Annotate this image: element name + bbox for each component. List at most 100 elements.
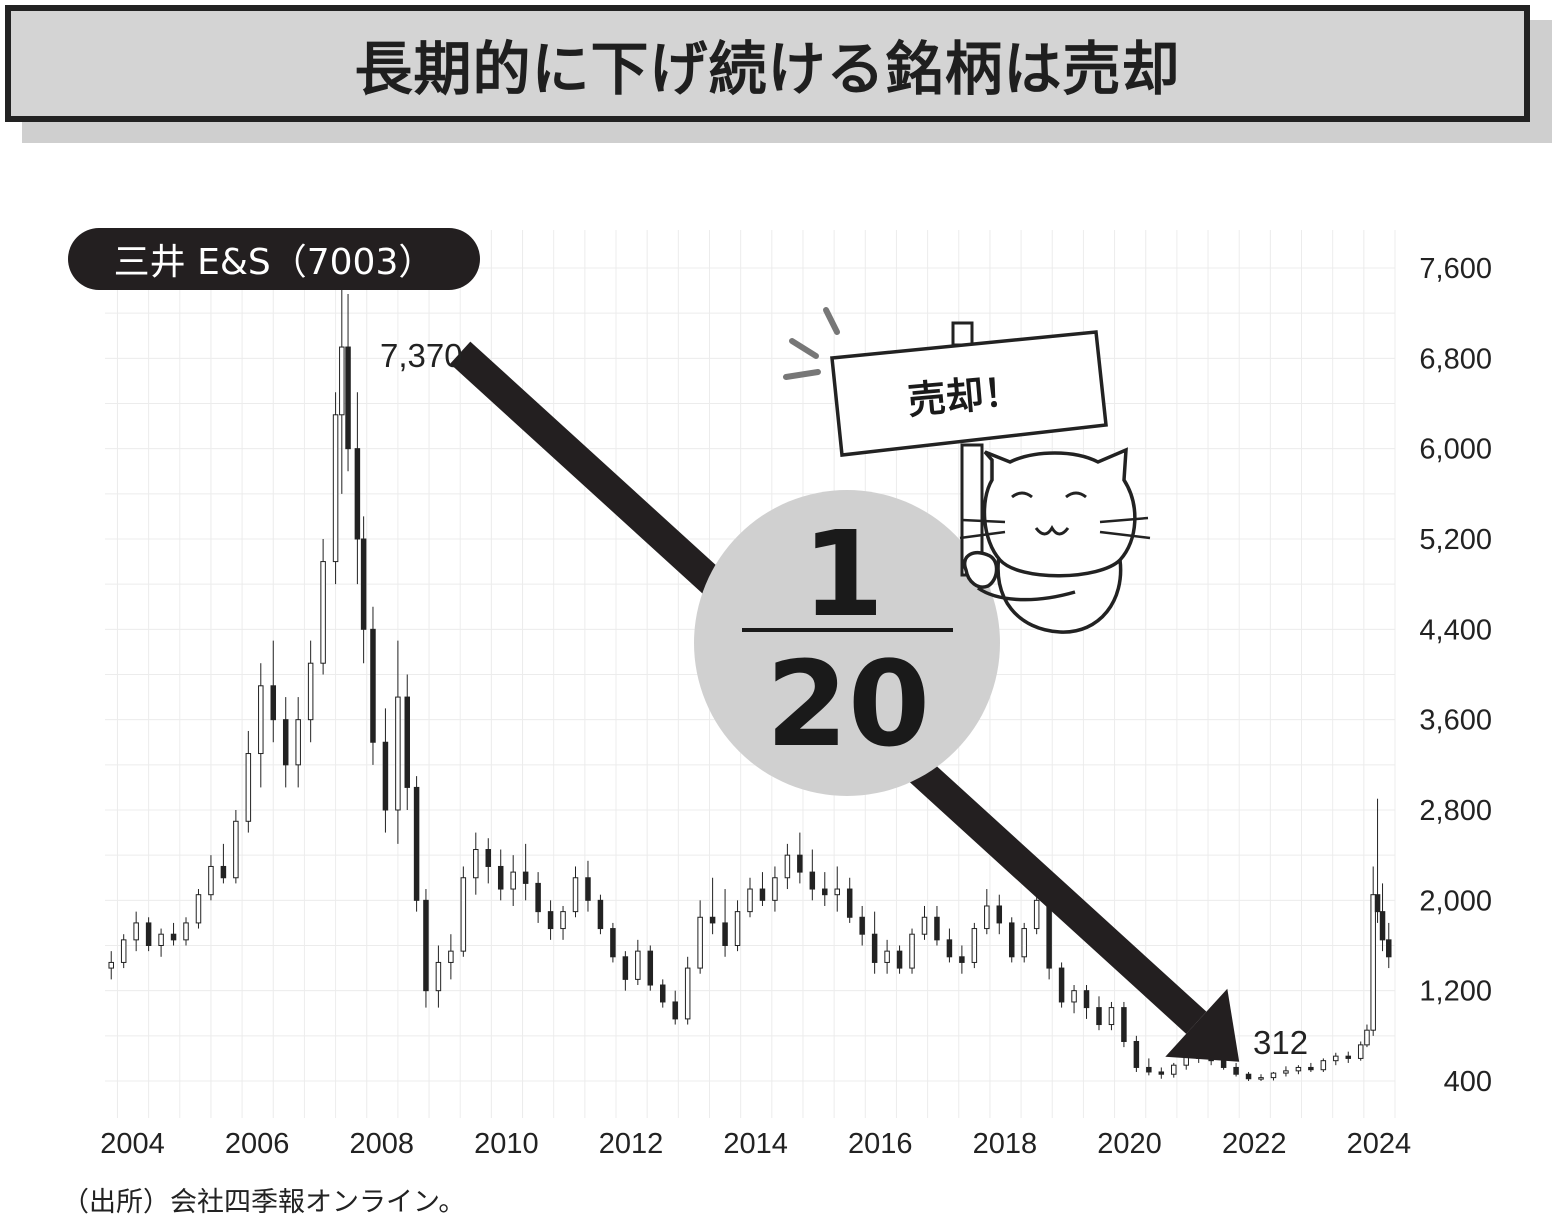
candle-body (220, 865, 227, 879)
candle-body (108, 961, 114, 969)
sign-accent-line (789, 338, 819, 359)
sign-post-top (951, 321, 974, 347)
candle-body (332, 414, 339, 563)
candle-body (921, 916, 928, 935)
sign-accent-line (823, 307, 840, 335)
candle-body (834, 888, 840, 896)
x-tick-label: 2024 (1347, 1128, 1412, 1160)
candle-body (320, 561, 326, 664)
candle-body (547, 911, 554, 930)
trend-arrow-head (1165, 988, 1240, 1062)
stock-label-pill: 三井 E&S（7003） (68, 228, 480, 290)
candle-body (382, 741, 389, 811)
candle-body (1083, 990, 1090, 1009)
candle-body (1071, 990, 1077, 1003)
candle-body (258, 685, 264, 755)
candle-body (145, 922, 152, 947)
candle-body (158, 933, 164, 946)
candle-body (535, 882, 541, 913)
candle-body (510, 871, 516, 890)
candle-body (1158, 1071, 1165, 1075)
y-tick-label: 5,200 (1419, 524, 1492, 556)
candle-body (133, 922, 139, 941)
y-tick-label: 4,400 (1419, 614, 1492, 646)
candle-body (460, 877, 467, 952)
candle-body (1320, 1060, 1327, 1071)
cat-illustration: 売却！ (783, 307, 1151, 634)
candle-body (959, 956, 965, 963)
y-tick-label: 3,600 (1419, 705, 1492, 737)
candle-body (647, 950, 654, 986)
candle-body (354, 448, 361, 540)
candle-body (395, 696, 401, 811)
sign-text: 売却！ (906, 369, 1023, 423)
ratio-badge: 1 20 (694, 490, 1000, 796)
cat-paw (962, 550, 999, 589)
x-tick-label: 2006 (225, 1128, 290, 1160)
candle-body (448, 950, 454, 963)
candle-body (1096, 1007, 1102, 1026)
cat-whisker (959, 530, 1006, 540)
candle-body (435, 961, 442, 992)
candle-body (846, 888, 853, 918)
candle-body (585, 877, 591, 901)
x-tick-label: 2010 (474, 1128, 539, 1160)
candle-body (245, 753, 252, 822)
x-tick-label: 2018 (973, 1128, 1038, 1160)
candle-body (120, 939, 127, 963)
candle-body (560, 911, 566, 930)
candle-body (971, 928, 978, 963)
candle-body (934, 916, 940, 941)
badge-denominator: 20 (766, 635, 930, 773)
candle-body (822, 888, 828, 896)
candle-body (722, 922, 728, 947)
x-tick-label: 2014 (723, 1128, 788, 1160)
candle-body (797, 854, 803, 873)
cat-whisker (961, 518, 1006, 524)
candle-body (1233, 1066, 1239, 1075)
x-tick-label: 2012 (599, 1128, 664, 1160)
candle-body (423, 899, 429, 992)
stock-label-text: 三井 E&S（7003） (113, 242, 435, 283)
y-tick-label: 7,600 (1419, 253, 1492, 285)
headline-text: 長期的に下げ続ける銘柄は売却 (354, 34, 1181, 103)
candle-body (1345, 1055, 1352, 1059)
candle-series (108, 279, 1392, 1081)
candle-body (622, 956, 629, 980)
candle-body (307, 662, 314, 721)
x-tick-label: 2016 (848, 1128, 913, 1160)
candle-body (208, 865, 214, 896)
price-annotation: 7,370 (380, 337, 463, 374)
candle-body (684, 967, 691, 1020)
badge-circle (694, 490, 1000, 796)
cat-head (982, 447, 1137, 578)
candle-body (672, 1001, 678, 1020)
candle-body (996, 905, 1003, 924)
candle-body (1308, 1066, 1314, 1071)
cat-eye-right (1065, 491, 1087, 499)
candle-body (1386, 939, 1392, 958)
headline-banner: 長期的に下げ続ける銘柄は売却 (5, 5, 1530, 122)
candle-body (809, 871, 816, 890)
candle-body (1333, 1055, 1339, 1062)
price-annotation: 312 (1253, 1024, 1308, 1061)
cat-whisker (1099, 530, 1151, 540)
candle-body (772, 877, 778, 901)
candle-body (1364, 1029, 1370, 1046)
sign-board (830, 330, 1108, 457)
candle-body (1295, 1066, 1302, 1072)
candle-body (497, 865, 504, 890)
sign-accent-line (783, 369, 821, 380)
candle-body (747, 888, 753, 913)
candle-body (1245, 1073, 1252, 1080)
candle-body (270, 685, 277, 721)
candle-body (404, 696, 410, 788)
y-axis-ticks: 400 1,200 2,000 2,800 3,600 4,400 5,200 6,000 6,… (1419, 253, 1492, 1098)
candle-body (635, 950, 641, 980)
annotations: 7,370 312 (380, 337, 1308, 1061)
candle-body (1379, 911, 1386, 941)
candle-body (339, 346, 345, 416)
candle-body (597, 899, 604, 930)
candle-body (871, 933, 878, 963)
